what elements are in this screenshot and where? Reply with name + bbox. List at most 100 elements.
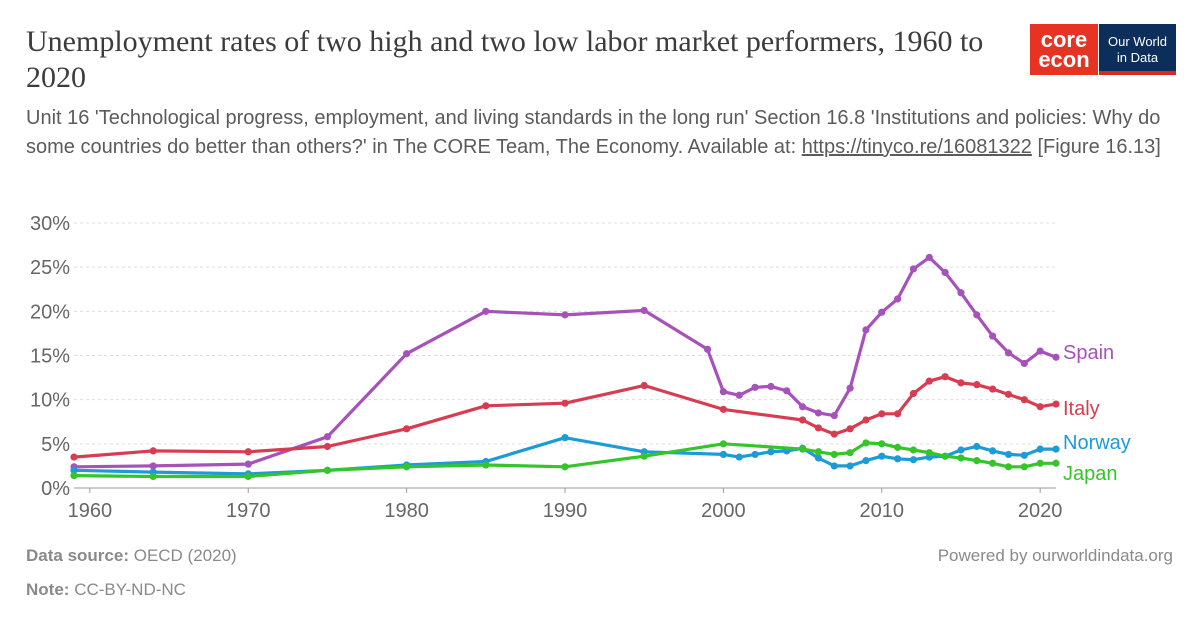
data-point-spain (1036, 347, 1044, 355)
x-tick-label: 1960 (68, 500, 113, 522)
data-point-norway (767, 448, 775, 456)
data-point-italy (149, 447, 157, 455)
data-point-spain (830, 411, 838, 420)
series-label-norway: Norway (1063, 432, 1131, 454)
series-label-japan: Japan (1063, 463, 1118, 485)
data-point-spain (149, 462, 157, 470)
data-point-spain (798, 403, 807, 411)
x-tick-label: 2020 (1018, 500, 1063, 522)
data-point-spain (846, 384, 854, 392)
data-point-japan (830, 450, 838, 459)
source-link[interactable]: https://tinyco.re/16081322 (801, 136, 1032, 158)
y-tick-label: 10% (30, 390, 70, 412)
powered-by[interactable]: Powered by ourworldindata.org (937, 546, 1173, 565)
data-point-spain (767, 382, 775, 391)
our-world-in-data-logo[interactable]: Our World in Data (1099, 24, 1176, 75)
data-point-spain (941, 268, 949, 277)
y-tick-label: 0% (41, 478, 70, 500)
x-tick-label: 1990 (543, 500, 588, 522)
data-point-italy (830, 430, 838, 438)
data-point-spain (878, 308, 886, 316)
data-point-japan (973, 457, 981, 465)
data-point-japan (814, 448, 823, 456)
data-point-norway (973, 442, 981, 451)
series-labels: Spain Italy Norway Japan (1063, 342, 1131, 485)
x-tick-label: 1980 (384, 500, 429, 522)
data-point-spain (1052, 353, 1060, 361)
data-point-norway (814, 454, 823, 462)
data-point-norway (846, 462, 854, 470)
data-point-japan (925, 449, 933, 457)
data-point-italy (1004, 390, 1013, 398)
data-point-spain (751, 383, 759, 391)
data-point-norway (1020, 451, 1028, 459)
data-point-spain (894, 295, 902, 303)
y-tick-label: 30% (30, 213, 70, 235)
data-point-spain (561, 311, 569, 319)
x-tick-label: 1970 (226, 500, 271, 522)
data-point-japan (909, 446, 918, 454)
data-point-spain (323, 433, 332, 441)
data-point-japan (1052, 459, 1060, 467)
data-point-italy (1020, 396, 1028, 404)
data-point-italy (957, 379, 965, 387)
data-point-spain (735, 391, 743, 399)
data-point-japan (719, 440, 727, 448)
y-axis-ticks: 0% 5% 10% 15% 20% 25% 30% (30, 213, 70, 500)
data-point-spain (989, 332, 997, 340)
data-point-norway (830, 462, 838, 470)
data-point-japan (149, 472, 157, 481)
data-source: Data source: OECD (2020) (26, 546, 237, 566)
data-point-italy (561, 399, 569, 407)
series-line-italy (73, 375, 1057, 459)
data-point-italy (909, 389, 918, 398)
data-point-spain (973, 311, 981, 319)
owid-logo-line2: in Data (1116, 49, 1159, 65)
core-logo-line2: econ (1038, 46, 1090, 72)
data-point-spain (403, 350, 411, 358)
data-point-japan (323, 466, 332, 474)
data-point-italy (878, 410, 886, 418)
core-econ-logo[interactable]: core econ (1030, 24, 1098, 75)
data-point-italy (798, 416, 807, 424)
data-point-japan (482, 461, 490, 469)
data-point-norway (1052, 445, 1060, 453)
series-label-italy: Italy (1063, 398, 1100, 420)
data-point-norway (1036, 445, 1044, 453)
note: Note: CC-BY-ND-NC (26, 580, 186, 600)
x-tick-label: 2010 (860, 500, 905, 522)
data-point-japan (846, 449, 854, 457)
x-tick-label: 2000 (701, 500, 746, 522)
data-point-italy (894, 410, 902, 418)
data-point-italy (640, 381, 648, 390)
data-point-japan (1020, 463, 1028, 471)
data-point-norway (70, 466, 78, 474)
data-point-japan (640, 452, 648, 460)
data-point-spain (640, 306, 648, 315)
subtitle-suffix: [Figure 16.13] (1031, 136, 1161, 158)
data-point-italy (403, 425, 411, 433)
y-tick-label: 5% (41, 434, 70, 456)
data-point-norway (862, 457, 870, 465)
data-source-label: Data source: (26, 546, 129, 565)
data-point-japan (403, 463, 411, 471)
data-point-spain (703, 345, 712, 353)
data-point-japan (941, 452, 949, 460)
x-axis-ticks: 1960 1970 1980 1990 2000 2010 2020 (68, 488, 1063, 522)
data-point-italy (862, 416, 870, 424)
data-point-norway (894, 455, 902, 463)
data-point-italy (989, 385, 997, 393)
data-point-italy (70, 453, 78, 461)
data-point-norway (957, 446, 965, 454)
chart-title: Unemployment rates of two high and two l… (26, 25, 984, 94)
data-point-norway (909, 456, 918, 464)
data-point-japan (244, 472, 252, 481)
subtitle-text: Unit 16 'Technological progress, employm… (26, 107, 1161, 158)
data-point-italy (941, 373, 949, 381)
data-point-norway (989, 447, 997, 455)
data-point-norway (878, 452, 886, 460)
data-point-italy (814, 424, 823, 432)
data-point-spain (1020, 359, 1028, 368)
data-point-spain (814, 409, 823, 417)
data-point-italy (846, 425, 854, 433)
